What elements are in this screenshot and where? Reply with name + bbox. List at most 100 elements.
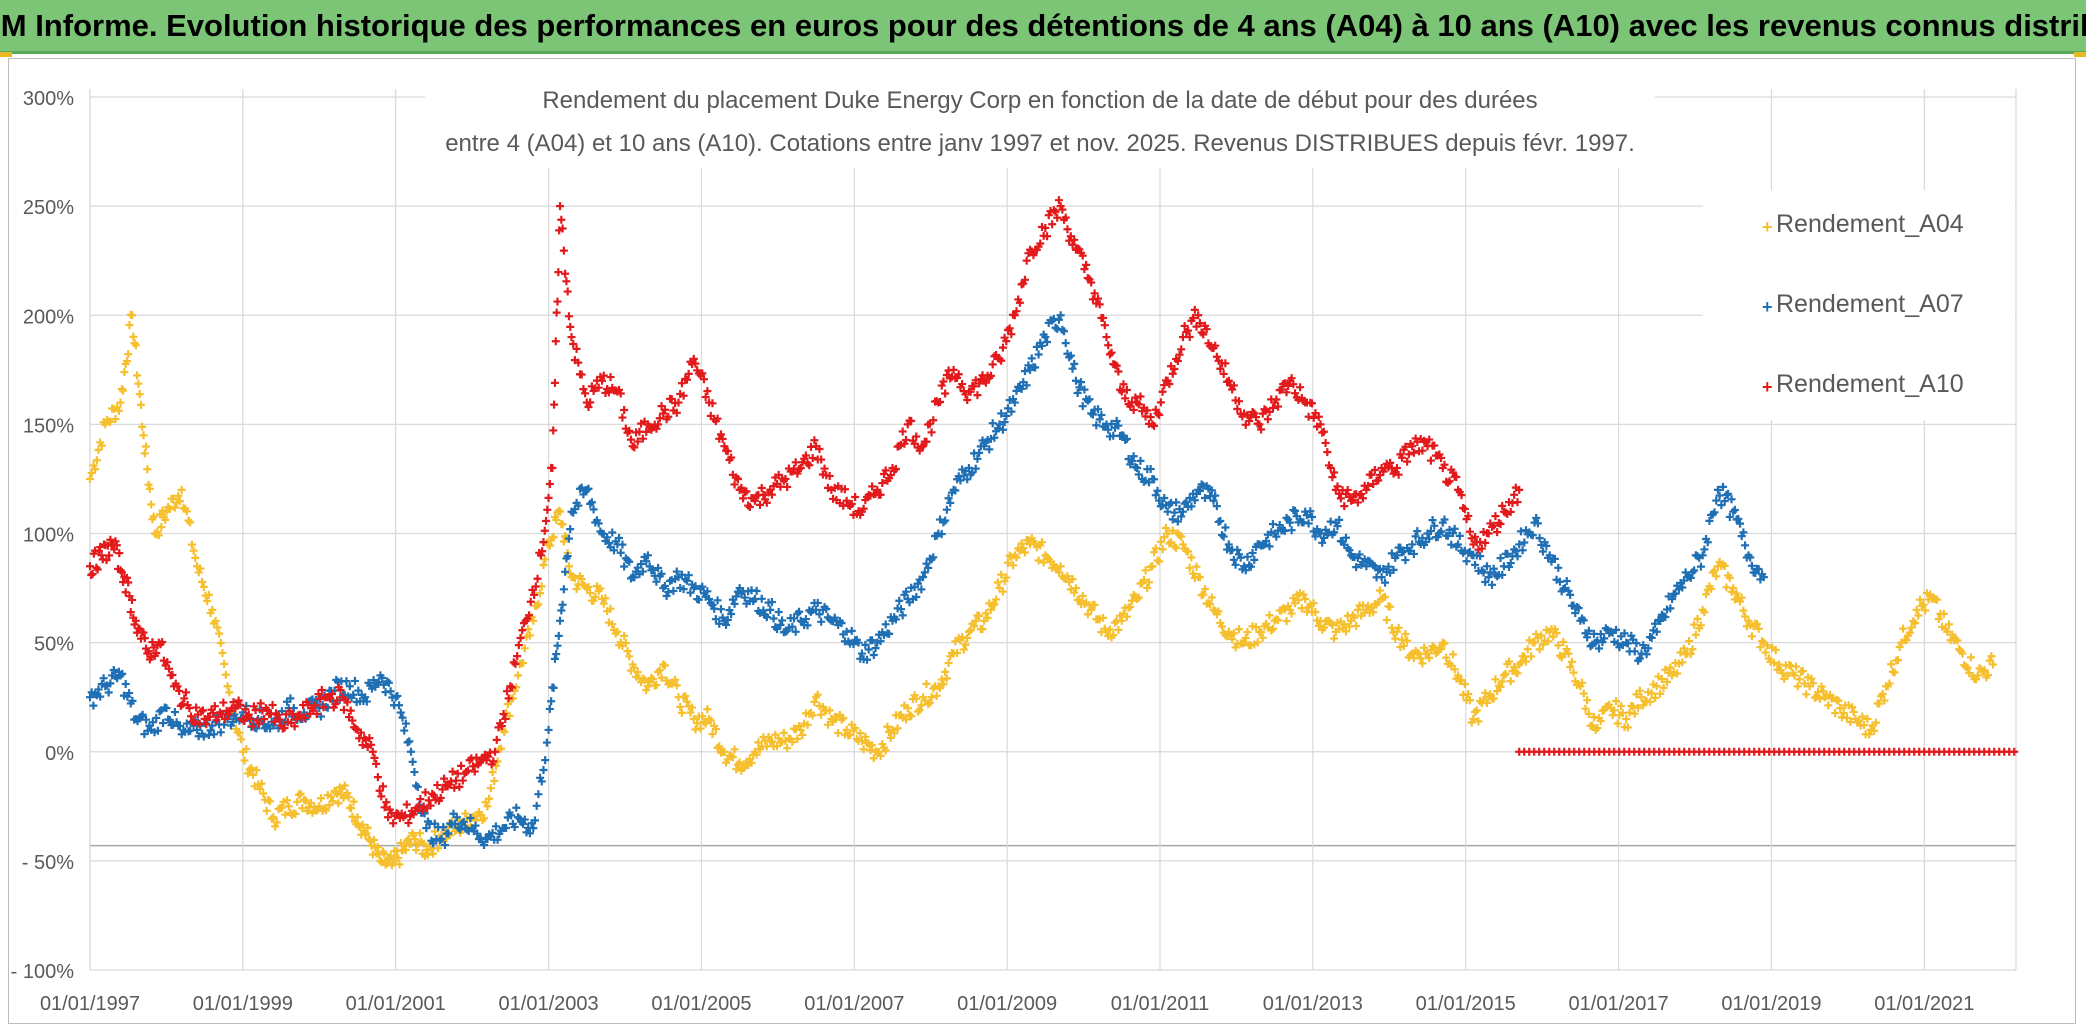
data-point [803,621,812,630]
data-point [1321,438,1330,447]
data-point [1002,337,1011,346]
data-point [484,752,493,761]
data-point [1647,633,1656,642]
data-point [796,464,805,473]
data-point [691,359,700,368]
data-point [298,804,307,813]
data-point [990,600,999,609]
data-point [1515,540,1524,549]
data-point [1445,477,1454,486]
data-point [422,824,431,833]
data-point [120,368,129,377]
data-point [1710,508,1719,517]
data-point [1168,369,1177,378]
data-point [1391,634,1400,643]
data-point [630,443,639,452]
data-point [1297,604,1306,613]
data-point [886,471,895,480]
data-point [549,426,558,435]
data-point [873,485,882,494]
data-point [902,715,911,724]
data-point [1020,275,1029,284]
data-point [839,714,848,723]
data-point [987,605,996,614]
data-point [333,696,342,705]
data-point [508,683,517,692]
data-point [1319,623,1328,632]
data-point [1505,657,1514,666]
data-point [1409,448,1418,457]
data-point [1087,278,1096,287]
data-point [1122,434,1131,443]
data-point [1037,538,1046,547]
data-point [1228,385,1237,394]
data-point [143,465,152,474]
data-point [223,682,232,691]
data-point [394,854,403,863]
data-point [459,817,468,826]
data-point [257,779,266,788]
data-point [1693,614,1702,623]
data-point [480,814,489,823]
x-tick-label: 01/01/2013 [1263,993,1363,1015]
data-point [861,640,870,649]
data-point [693,719,702,728]
data-point [513,652,522,661]
data-point [262,806,271,815]
data-point [1284,381,1293,390]
data-point [963,396,972,404]
data-point [89,701,98,710]
data-point [218,648,227,657]
data-point [501,714,510,723]
data-point [500,727,509,736]
data-point [684,571,693,580]
data-point [111,415,120,424]
data-point [633,668,642,677]
data-point [1314,412,1323,421]
data-point [997,356,1006,365]
data-point [1679,644,1688,653]
data-point [1056,311,1065,320]
data-point [919,442,928,451]
data-point [1178,333,1187,342]
data-point [1734,514,1743,523]
data-point [1647,689,1656,698]
data-point [217,709,226,718]
data-point [1068,575,1077,584]
title-background [425,80,1655,168]
data-point [1426,527,1435,536]
data-point [303,806,312,815]
series-rendement-a04 [86,310,1998,870]
data-point [439,823,448,832]
data-point [633,437,642,446]
data-point [1034,350,1043,359]
data-point [1146,465,1155,474]
data-point [620,631,629,640]
data-point [1216,516,1225,525]
data-point [1002,573,1011,582]
data-point [998,425,1007,434]
data-point [1274,616,1283,625]
data-point [1268,624,1277,633]
data-point [1983,671,1992,680]
data-point [1746,553,1755,562]
data-point [625,557,634,566]
data-point [1007,407,1016,416]
data-point [1398,453,1407,462]
data-point [825,472,834,481]
data-point [544,493,553,502]
data-point [1180,321,1189,330]
data-point [883,722,892,731]
data-point [703,387,712,396]
data-point [152,648,161,657]
data-point [1506,559,1515,568]
data-point [1625,708,1634,717]
data-point [404,819,413,828]
data-point [781,474,790,483]
data-point [1178,507,1187,516]
data-point [192,703,201,712]
data-point [728,753,737,762]
data-point [444,829,453,838]
data-points [86,196,2019,870]
data-point [859,504,868,513]
